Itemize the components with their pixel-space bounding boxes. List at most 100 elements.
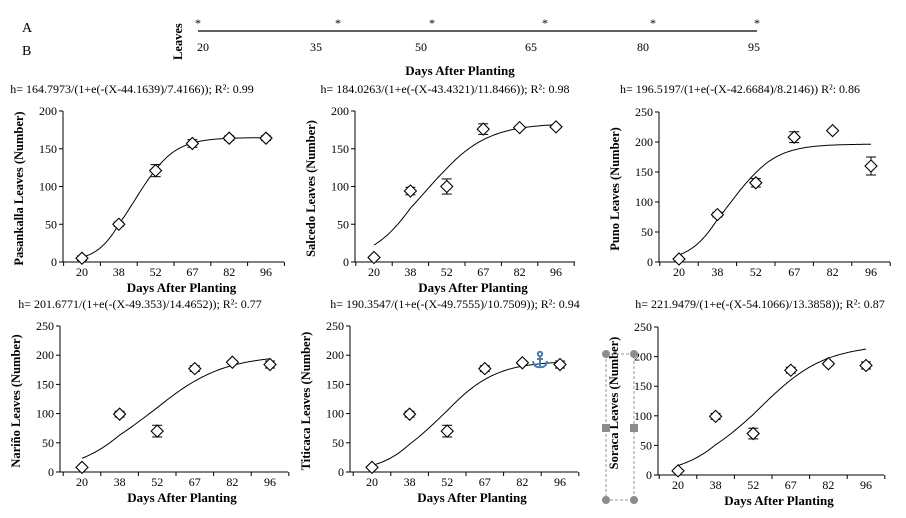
x-tick-label: 82 <box>514 265 526 279</box>
x-tick-label: 96 <box>554 475 566 489</box>
header-marker: * <box>542 16 548 30</box>
fit-curve <box>373 124 557 246</box>
resize-handle[interactable] <box>630 496 638 504</box>
data-point <box>402 407 417 421</box>
x-tick-label: 38 <box>404 265 416 279</box>
y-tick-label: 100 <box>634 409 652 423</box>
x-tick-label: 20 <box>76 265 88 279</box>
data-point <box>112 217 126 232</box>
data-point <box>710 207 725 222</box>
y-tick-label: 100 <box>326 407 344 421</box>
x-tick-label: 52 <box>441 265 453 279</box>
data-point <box>150 424 164 438</box>
y-tick-label: 250 <box>635 105 653 119</box>
header-marker: * <box>754 16 760 30</box>
y-tick-label: 50 <box>332 436 344 450</box>
header-x-label: Days After Planting <box>405 63 515 78</box>
header-tick-label: 95 <box>748 40 760 54</box>
y-axis-label: Soraca Leaves (Number) <box>607 337 621 470</box>
y-axis-label: Pasankalla Leaves (Number) <box>12 111 26 265</box>
x-tick-label: 82 <box>226 475 238 489</box>
chart-panel-1: h= 164.7973/(1+e(-(X-44.1639)/7.4166)); … <box>10 82 285 295</box>
y-tick-label: 150 <box>326 377 344 391</box>
resize-handle[interactable] <box>630 424 638 432</box>
y-tick-label: 200 <box>331 104 349 118</box>
y-axis-label: Salcedo Leaves (Number) <box>304 120 318 257</box>
y-axis-label: Nariño Leaves (Number) <box>9 334 23 467</box>
header-marker: * <box>195 16 201 30</box>
data-point <box>185 136 200 151</box>
chart-panels: h= 164.7973/(1+e(-(X-44.1639)/7.4166)); … <box>9 82 891 508</box>
resize-handle[interactable] <box>602 350 610 358</box>
data-point <box>821 356 836 371</box>
x-tick-label: 82 <box>223 265 235 279</box>
y-tick-label: 50 <box>337 217 349 231</box>
y-tick-label: 150 <box>331 142 349 156</box>
y-tick-label: 50 <box>640 438 652 452</box>
x-tick-label: 96 <box>550 265 562 279</box>
y-tick-label: 0 <box>338 465 344 479</box>
y-tick-label: 250 <box>634 320 652 334</box>
data-point <box>476 122 490 136</box>
x-tick-label: 52 <box>750 265 762 279</box>
chart-panel-4: h= 201.6771/(1+e(-(X-49.353)/14.4652)); … <box>9 297 290 505</box>
data-point <box>825 123 840 138</box>
data-point <box>225 355 240 369</box>
resize-handle[interactable] <box>602 496 610 504</box>
y-tick-label: 150 <box>39 142 57 156</box>
y-tick-label: 150 <box>36 377 54 391</box>
x-tick-label: 52 <box>747 478 759 492</box>
x-tick-label: 38 <box>113 265 125 279</box>
data-point <box>864 159 878 173</box>
y-tick-label: 0 <box>647 255 653 269</box>
y-tick-label: 100 <box>331 180 349 194</box>
resize-handle[interactable] <box>630 350 638 358</box>
fit-curve <box>371 361 561 466</box>
data-point <box>859 358 873 373</box>
y-tick-label: 100 <box>36 407 54 421</box>
fit-curve <box>677 348 867 466</box>
y-tick-label: 200 <box>36 348 54 362</box>
data-point <box>75 251 89 266</box>
y-tick-label: 200 <box>634 350 652 364</box>
x-tick-label: 67 <box>477 265 489 279</box>
data-point <box>671 464 685 478</box>
data-point <box>188 361 202 376</box>
data-point <box>112 407 127 421</box>
x-tick-label: 82 <box>827 265 839 279</box>
header-marker: * <box>429 16 435 30</box>
data-point <box>367 250 381 265</box>
x-tick-label: 20 <box>76 475 88 489</box>
x-tick-label: 67 <box>785 478 797 492</box>
x-tick-label: 82 <box>516 475 528 489</box>
data-point <box>222 131 236 145</box>
x-tick-label: 96 <box>264 475 276 489</box>
resize-handle[interactable] <box>602 424 610 432</box>
y-tick-label: 0 <box>646 468 652 482</box>
data-point <box>515 356 530 370</box>
y-tick-label: 50 <box>641 225 653 239</box>
data-point <box>787 130 801 144</box>
text-box-selection[interactable] <box>602 350 638 504</box>
data-point <box>784 363 798 377</box>
x-tick-label: 20 <box>672 478 684 492</box>
data-point <box>440 179 454 194</box>
x-axis-label: Days After Planting <box>418 280 528 295</box>
chart-panel-2: h= 184.0263/(1+e(-(X-43.4321)/11.8466));… <box>304 82 575 295</box>
y-tick-label: 150 <box>634 379 652 393</box>
anchor-icon[interactable] <box>532 350 548 369</box>
data-point <box>403 184 418 198</box>
x-tick-label: 20 <box>366 475 378 489</box>
x-tick-label: 67 <box>186 265 198 279</box>
y-tick-label: 150 <box>635 165 653 179</box>
y-tick-label: 100 <box>39 180 57 194</box>
data-point <box>263 357 277 372</box>
header-tick-label: 80 <box>637 40 649 54</box>
x-tick-label: 38 <box>711 265 723 279</box>
header-tick-label: 20 <box>197 40 209 54</box>
x-axis-label: Days After Planting <box>724 493 834 508</box>
data-point <box>148 163 163 178</box>
header-tick-label: 35 <box>310 40 322 54</box>
chart-panel-6: h= 221.9479/(1+e(-(X-54.1066)/13.3858));… <box>607 297 886 508</box>
